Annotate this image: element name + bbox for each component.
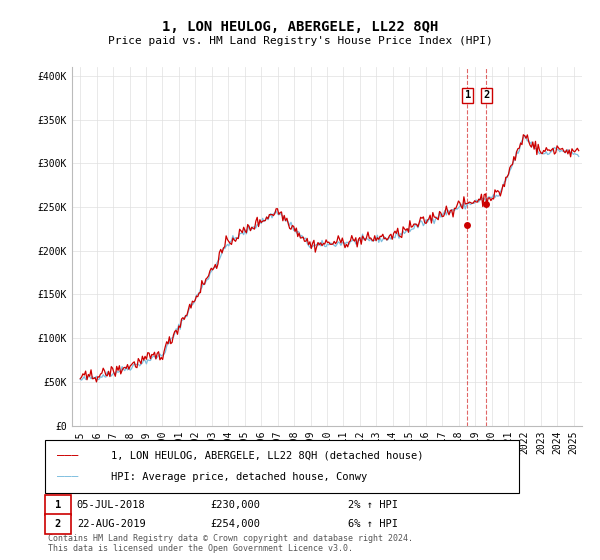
Text: HPI: Average price, detached house, Conwy: HPI: Average price, detached house, Conw… xyxy=(111,472,367,482)
Text: Contains HM Land Registry data © Crown copyright and database right 2024.
This d: Contains HM Land Registry data © Crown c… xyxy=(48,534,413,553)
Text: 1: 1 xyxy=(464,90,471,100)
Text: 1, LON HEULOG, ABERGELE, LL22 8QH (detached house): 1, LON HEULOG, ABERGELE, LL22 8QH (detac… xyxy=(111,451,424,461)
Text: 2: 2 xyxy=(55,519,61,529)
Text: £254,000: £254,000 xyxy=(210,519,260,529)
Text: 1: 1 xyxy=(55,500,61,510)
Text: 22-AUG-2019: 22-AUG-2019 xyxy=(77,519,146,529)
Text: 2% ↑ HPI: 2% ↑ HPI xyxy=(348,500,398,510)
Text: 6% ↑ HPI: 6% ↑ HPI xyxy=(348,519,398,529)
Text: 2: 2 xyxy=(484,90,490,100)
Text: Price paid vs. HM Land Registry's House Price Index (HPI): Price paid vs. HM Land Registry's House … xyxy=(107,36,493,46)
Text: 1, LON HEULOG, ABERGELE, LL22 8QH: 1, LON HEULOG, ABERGELE, LL22 8QH xyxy=(162,20,438,34)
Text: ———: ——— xyxy=(57,470,79,483)
Text: £230,000: £230,000 xyxy=(210,500,260,510)
Text: 05-JUL-2018: 05-JUL-2018 xyxy=(77,500,146,510)
Text: ———: ——— xyxy=(57,449,79,462)
